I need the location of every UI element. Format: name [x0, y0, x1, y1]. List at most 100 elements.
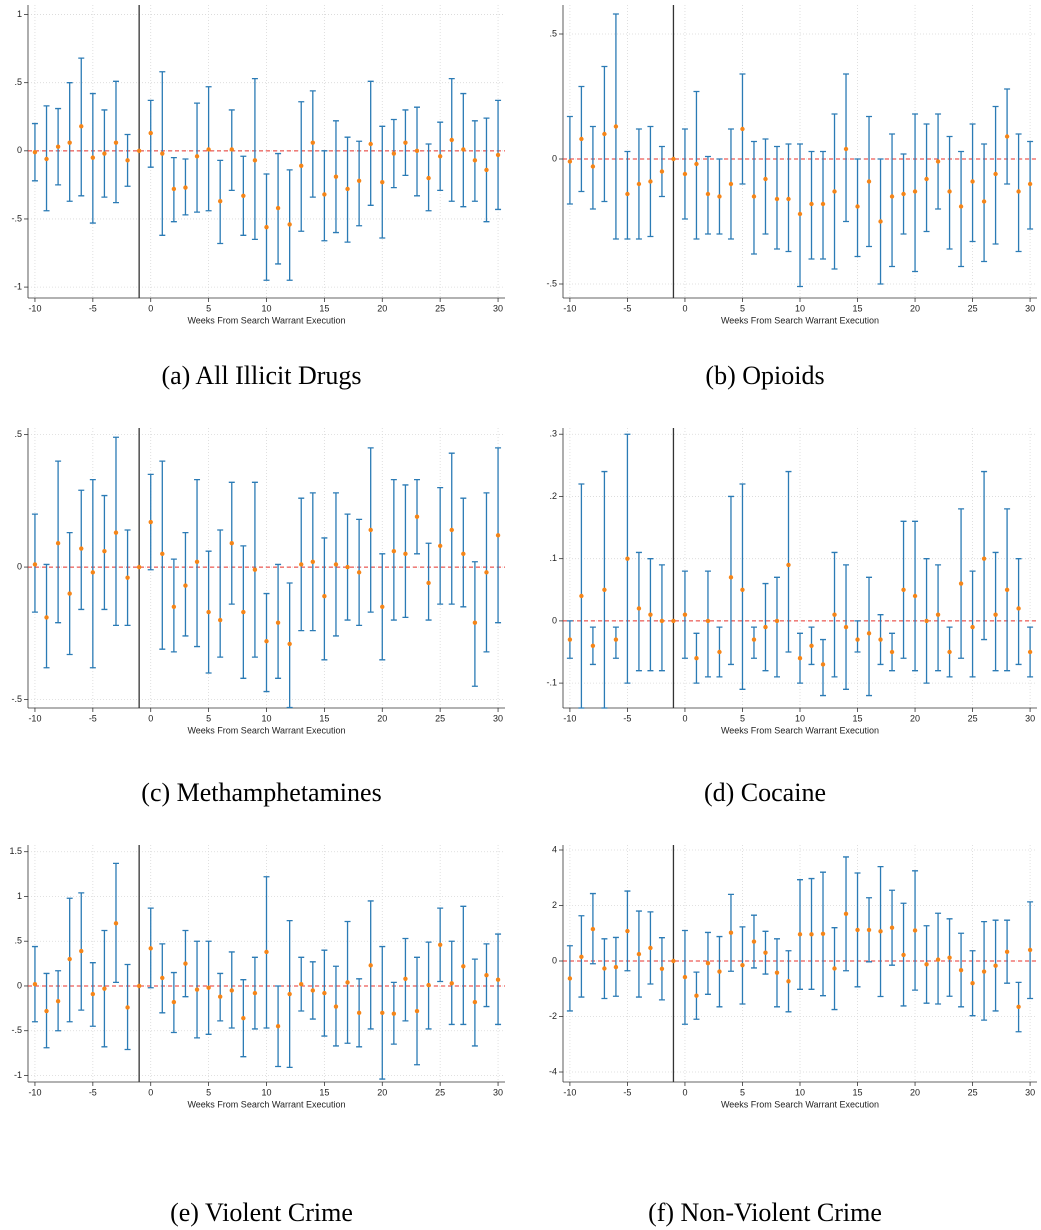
point-estimate: [414, 1008, 420, 1014]
x-tick-label: 25: [435, 713, 445, 723]
point-estimate: [426, 982, 431, 988]
x-tick-label: 20: [377, 303, 387, 313]
y-tick-label: -2: [549, 1011, 557, 1021]
error-bar: [356, 140, 363, 227]
y-tick-label: .5: [549, 28, 557, 38]
point-estimate: [345, 186, 350, 192]
point-estimate: [751, 194, 757, 199]
x-tick-label: 10: [795, 1087, 805, 1097]
point-estimate: [832, 966, 837, 971]
x-tick-label: 30: [1025, 1087, 1035, 1097]
point-estimate: [981, 969, 987, 974]
point-estimate: [403, 140, 408, 145]
point-estimate: [947, 955, 952, 960]
x-tick-label: 5: [206, 1087, 211, 1097]
point-estimate: [148, 946, 153, 951]
y-tick-label: 0: [17, 145, 22, 155]
point-estimate: [241, 193, 246, 198]
point-estimate: [958, 204, 964, 209]
x-tick-label: 15: [853, 1087, 863, 1097]
point-estimate: [136, 564, 142, 570]
x-tick-label: 25: [968, 713, 978, 723]
point-estimate: [472, 999, 478, 1005]
point-estimate: [414, 148, 420, 154]
point-estimate: [567, 637, 573, 642]
point-estimate: [252, 990, 258, 996]
point-estimate: [705, 618, 711, 624]
x-tick-label: 0: [682, 713, 687, 723]
point-estimate: [740, 126, 745, 132]
error-bar: [992, 551, 999, 672]
x-tick-label: 5: [206, 713, 211, 723]
x-tick-label: 25: [435, 1087, 445, 1097]
point-estimate: [113, 530, 119, 535]
point-estimate: [602, 966, 607, 971]
point-estimate: [1027, 181, 1033, 187]
x-tick-label: -5: [623, 713, 631, 723]
point-estimate: [694, 993, 699, 998]
point-estimate: [786, 196, 791, 202]
point-estimate: [229, 988, 234, 993]
x-tick-label: 25: [968, 1087, 978, 1097]
x-tick-label: 5: [740, 1087, 745, 1097]
point-estimate: [102, 548, 107, 554]
point-estimate: [32, 149, 38, 155]
point-estimate: [866, 631, 872, 636]
point-estimate: [694, 161, 699, 167]
point-estimate: [579, 136, 584, 142]
point-estimate: [579, 593, 584, 599]
error-bar: [854, 620, 861, 653]
point-estimate: [993, 612, 998, 617]
y-tick-label: -.5: [11, 1025, 22, 1035]
x-tick-label: 20: [910, 713, 920, 723]
point-estimate: [1004, 587, 1010, 592]
x-tick-label: 20: [910, 1087, 920, 1097]
point-estimate: [889, 194, 895, 199]
point-estimate: [912, 189, 918, 194]
point-estimate: [32, 981, 38, 987]
x-tick-label: 10: [795, 303, 805, 313]
point-estimate: [947, 189, 952, 194]
y-tick-label: 2: [552, 900, 557, 910]
point-estimate: [217, 994, 223, 999]
point-estimate: [171, 186, 177, 192]
point-estimate: [484, 570, 489, 575]
y-tick-label: 0: [552, 153, 557, 163]
point-estimate: [763, 950, 768, 955]
point-estimate: [194, 987, 200, 992]
y-tick-label: -4: [549, 1066, 557, 1076]
point-estimate: [55, 144, 61, 149]
error-bar: [889, 133, 896, 268]
point-estimate: [333, 562, 339, 567]
point-estimate: [217, 617, 223, 623]
point-estimate: [79, 546, 84, 551]
point-estimate: [160, 151, 165, 156]
point-estimate: [90, 570, 96, 575]
point-estimate: [380, 604, 385, 610]
x-axis-title: Weeks From Search Warrant Execution: [721, 1099, 879, 1109]
point-estimate: [125, 575, 130, 580]
x-tick-label: 10: [261, 303, 271, 313]
x-tick-label: 30: [493, 303, 503, 313]
point-estimate: [275, 1024, 281, 1029]
point-estimate: [970, 981, 975, 986]
y-tick-label: -.1: [546, 677, 557, 687]
x-tick-label: 30: [493, 713, 503, 723]
point-estimate: [183, 961, 188, 966]
point-estimate: [275, 205, 281, 211]
point-estimate: [495, 977, 501, 982]
x-tick-label: 15: [853, 713, 863, 723]
point-estimate: [625, 928, 630, 934]
point-estimate: [751, 637, 757, 642]
point-estimate: [820, 201, 826, 207]
x-tick-label: -10: [28, 303, 41, 313]
point-estimate: [252, 158, 258, 163]
point-estimate: [484, 973, 489, 978]
point-estimate: [659, 169, 665, 174]
point-estimate: [44, 156, 49, 162]
x-tick-label: 20: [910, 303, 920, 313]
point-estimate: [613, 124, 619, 129]
point-estimate: [183, 185, 188, 190]
point-estimate: [79, 124, 84, 129]
